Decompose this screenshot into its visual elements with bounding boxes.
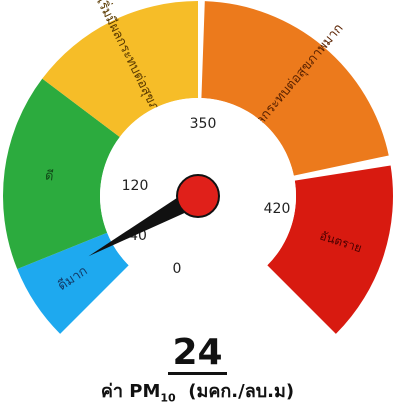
gauge-zone-label-2: ดี bbox=[44, 167, 54, 184]
gauge-tick-label-1: 0 bbox=[173, 261, 182, 277]
gauge-hub bbox=[176, 174, 220, 218]
gauge-tick-label-4: 350 bbox=[190, 116, 217, 132]
gauge-zone-4 bbox=[201, 1, 389, 176]
gauge-zone-3 bbox=[42, 0, 198, 138]
gauge-needle bbox=[88, 187, 203, 257]
gauge-zone-1 bbox=[17, 232, 129, 334]
pm10-reading: 24 bbox=[0, 332, 395, 375]
gauge-zone-5 bbox=[267, 165, 393, 334]
gauge-tick-label-3: 120 bbox=[122, 178, 149, 194]
gauge-tick-label-5: 420 bbox=[264, 201, 291, 217]
pm10-caption: ค่า PM10 (มคก./ลบ.ม) bbox=[100, 381, 295, 405]
gauge-zone-2 bbox=[3, 78, 120, 270]
